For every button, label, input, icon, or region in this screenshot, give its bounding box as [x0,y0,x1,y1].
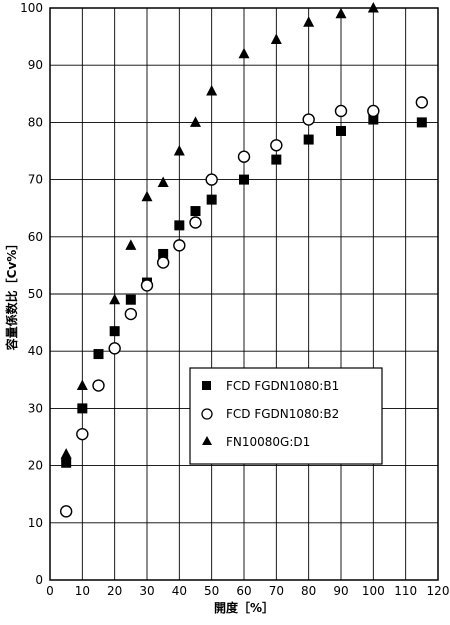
square-point [368,114,379,125]
x-tick-label: 80 [301,584,316,598]
square-point [303,134,314,145]
square-point [271,154,282,165]
x-tick-label: 110 [394,584,417,598]
square-point [206,194,217,205]
legend-item-d1: FN10080G:D1 [202,435,310,449]
y-tick-label: 30 [28,401,43,415]
circle-point [367,104,380,118]
square-point [125,294,136,305]
circle-point [270,139,283,152]
legend-label-b2: FCD FGDN1080:B2 [226,407,339,421]
plot-frame [49,7,439,581]
data-marks [59,2,429,518]
y-tick-label: 40 [28,344,43,358]
y-tick-label: 90 [28,58,43,72]
triangle-point [270,33,282,44]
x-tick-label: 10 [75,584,90,598]
square-point [93,349,104,360]
circle-point [59,505,73,518]
series-triangle [60,2,379,459]
square-point [174,220,185,231]
circle-point [205,173,218,186]
circle-point [415,96,429,109]
y-axis-title: 容量係数比［Cv%］ [4,238,19,352]
y-tick-label: 50 [28,287,43,301]
circle-point [302,113,315,126]
circle-point [92,379,105,392]
x-tick-label: 50 [204,584,219,598]
triangle-point [109,293,121,305]
triangle-point [141,190,153,202]
legend-item-b2: FCD FGDN1080:B2 [201,407,339,421]
x-axis-title: 開度［%］ [214,600,274,615]
y-tick-label: 100 [20,1,43,15]
triangle-point [335,7,347,19]
circle-point [334,104,348,118]
legend-triangle-marker [202,436,212,445]
x-tick-label: 20 [107,584,122,598]
triangle-point [157,176,169,187]
x-tick-label: 100 [362,584,385,598]
x-tick-label: 0 [46,584,54,598]
legend-label-d1: FN10080G:D1 [226,435,310,449]
x-tick-label: 40 [172,584,187,598]
y-tick-label: 20 [28,459,43,473]
square-point [77,403,88,414]
legend-circle-marker [201,408,213,420]
y-tick-label: 60 [28,230,43,244]
circle-point [237,150,251,163]
triangle-point [238,47,250,59]
triangle-point [173,145,185,156]
x-tick-label: 120 [427,584,450,598]
triangle-point [206,84,218,96]
square-point [158,248,169,259]
legend-item-b1: FCD FGDN1080:B1 [202,379,339,393]
x-tick-label: 60 [236,584,251,598]
triangle-point [76,379,88,391]
triangle-point [190,116,201,127]
square-point [336,125,346,136]
circle-point [173,239,186,252]
square-point [239,174,249,185]
legend-box [189,367,383,465]
square-point [190,206,201,217]
circle-point [156,256,170,269]
y-tick-label: 10 [28,516,43,530]
triangle-point [60,448,72,459]
circle-point [140,279,154,292]
triangle-point [303,16,315,27]
square-point [109,326,120,337]
legend-label-b1: FCD FGDN1080:B1 [226,379,339,393]
series-open-circle [59,96,429,518]
circle-point [76,427,89,441]
triangle-point [367,2,379,13]
y-tick-label: 80 [28,115,43,129]
legend: FCD FGDN1080:B1 FCD FGDN1080:B2 FN10080G… [189,367,383,465]
x-tick-label: 90 [333,584,348,598]
circle-point [189,216,202,229]
legend-square-marker [202,381,211,390]
y-tick-label: 70 [28,173,43,187]
triangle-point [125,239,137,250]
x-tick-label: 30 [139,584,154,598]
circle-point [108,342,121,355]
grid [50,8,438,580]
axis-ticks: 0 10 20 30 40 50 60 70 80 90 100 110 120 0 10 20 30 40 50 6… [20,1,449,598]
square-point [416,117,427,128]
circle-point [124,307,138,321]
square-point [61,457,72,468]
x-tick-label: 70 [269,584,284,598]
y-tick-label: 0 [35,573,43,587]
